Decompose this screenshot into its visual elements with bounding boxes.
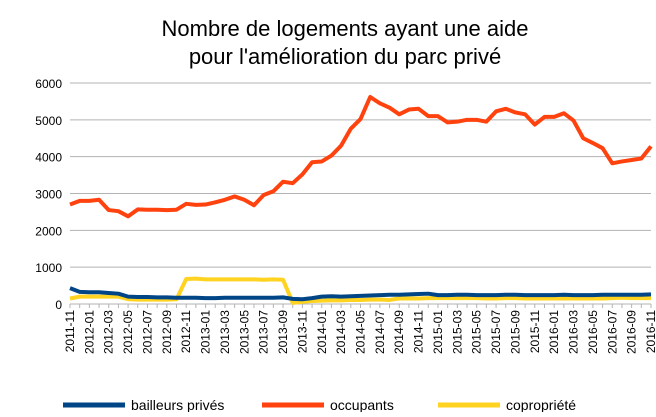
x-tick-label: 2013-01 bbox=[199, 310, 213, 354]
x-tick-label: 2013-07 bbox=[257, 310, 271, 354]
chart-title: Nombre de logements ayant une aide bbox=[162, 16, 529, 41]
x-tick-label: 2012-07 bbox=[140, 310, 154, 354]
x-tick-label: 2016-09 bbox=[625, 310, 639, 354]
x-tick-label: 2013-05 bbox=[237, 310, 251, 354]
y-tick-label: 2000 bbox=[35, 224, 62, 238]
legend-label: bailleurs privés bbox=[131, 397, 224, 412]
line bbox=[69, 276, 651, 305]
x-tick-label: 2013-03 bbox=[218, 310, 232, 354]
y-tick-label: 4000 bbox=[35, 151, 62, 165]
x-tick-label: 2015-11 bbox=[528, 310, 542, 353]
x-tick-label: 2014-07 bbox=[373, 310, 387, 354]
x-tick-label: 2016-01 bbox=[547, 310, 561, 354]
line bbox=[69, 94, 653, 219]
x-tick-label: 2015-05 bbox=[470, 310, 484, 354]
x-tick-label: 2014-09 bbox=[392, 310, 406, 354]
x-tick-label: 2012-11 bbox=[179, 310, 193, 353]
x-tick-label: 2015-07 bbox=[489, 310, 503, 354]
x-tick-label: 2013-11 bbox=[295, 310, 309, 353]
y-tick-label: 3000 bbox=[35, 188, 62, 202]
x-tick-label: 2014-01 bbox=[315, 310, 329, 354]
x-tick-label: 2012-09 bbox=[160, 310, 174, 354]
x-tick-label: 2012-03 bbox=[102, 310, 116, 354]
x-tick-label: 2011-11 bbox=[63, 310, 77, 353]
x-tick-label: 2016-03 bbox=[567, 310, 581, 354]
y-tick-label: 0 bbox=[55, 298, 62, 312]
x-tick-label: 2016-05 bbox=[586, 310, 600, 354]
x-tick-label: 2013-09 bbox=[276, 310, 290, 354]
x-tick-label: 2016-11 bbox=[644, 310, 656, 353]
x-tick-label: 2014-03 bbox=[334, 310, 348, 354]
x-tick-label: 2014-05 bbox=[354, 310, 368, 354]
x-tick-label: 2015-09 bbox=[508, 310, 522, 354]
x-tick-label: 2015-03 bbox=[450, 310, 464, 354]
x-tick-label: 2012-01 bbox=[82, 310, 96, 354]
x-tick-label: 2016-07 bbox=[605, 310, 619, 354]
x-tick-label: 2014-11 bbox=[412, 310, 426, 353]
y-tick-label: 6000 bbox=[35, 77, 62, 91]
y-tick-label: 1000 bbox=[35, 261, 62, 275]
y-tick-label: 5000 bbox=[35, 114, 62, 128]
legend-label: occupants bbox=[330, 397, 394, 412]
line bbox=[69, 286, 652, 302]
chart-title: pour l'amélioration du parc privé bbox=[189, 44, 501, 69]
legend-label: copropriété bbox=[506, 397, 576, 412]
x-tick-label: 2012-05 bbox=[121, 310, 135, 354]
x-tick-label: 2015-01 bbox=[431, 310, 445, 354]
